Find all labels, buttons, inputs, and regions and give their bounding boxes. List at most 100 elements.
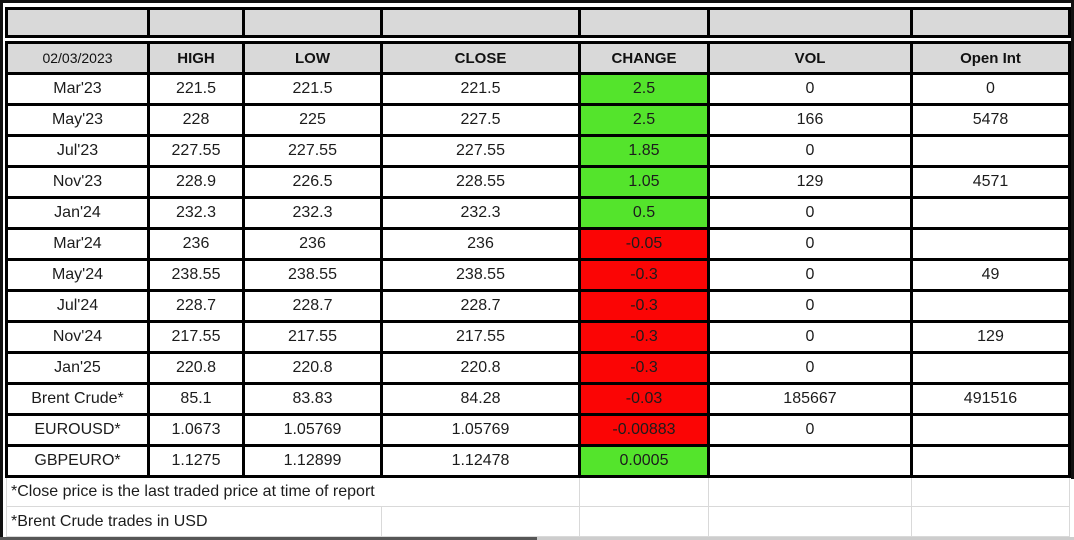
close-value: 238.55 [380, 258, 581, 292]
change-value: 2.5 [578, 103, 710, 137]
close-value: 228.7 [380, 289, 581, 323]
col-header-high: HIGH [147, 41, 245, 75]
high-value: 228.9 [147, 165, 245, 199]
image-frame-right [1071, 0, 1074, 479]
close-value: 232.3 [380, 196, 581, 230]
low-value: 236 [242, 227, 383, 261]
image-frame-left [0, 0, 3, 537]
low-value: 1.12899 [242, 444, 383, 478]
vol-value: 0 [707, 289, 913, 323]
futures-data-row: Jul'24 228.7 228.7 228.7 -0.3 0 [5, 289, 1071, 323]
high-value: 1.1275 [147, 444, 245, 478]
openint-value: 4571 [910, 165, 1071, 199]
contract-label: May'24 [5, 258, 150, 292]
change-value: -0.3 [578, 351, 710, 385]
empty-grid-cell [911, 476, 1070, 507]
openint-value: 49 [910, 258, 1071, 292]
contract-label: GBPEURO* [5, 444, 150, 478]
contract-label: Nov'24 [5, 320, 150, 354]
futures-data-row: May'24 238.55 238.55 238.55 -0.3 0 49 [5, 258, 1071, 292]
close-value: 220.8 [380, 351, 581, 385]
close-value: 217.55 [380, 320, 581, 354]
empty-cell [707, 7, 913, 38]
contract-label: Mar'24 [5, 227, 150, 261]
low-value: 1.05769 [242, 413, 383, 447]
vol-value: 0 [707, 227, 913, 261]
low-value: 225 [242, 103, 383, 137]
futures-data-row: Brent Crude* 85.1 83.83 84.28 -0.03 1856… [5, 382, 1071, 416]
high-value: 1.0673 [147, 413, 245, 447]
vol-value: 0 [707, 413, 913, 447]
empty-cell [578, 7, 710, 38]
close-value: 227.5 [380, 103, 581, 137]
futures-table-body: Mar'23 221.5 221.5 221.5 2.5 0 0 May'23 … [5, 72, 1071, 478]
openint-value: 129 [910, 320, 1071, 354]
contract-label: Nov'23 [5, 165, 150, 199]
high-value: 228.7 [147, 289, 245, 323]
vol-value: 0 [707, 320, 913, 354]
high-value: 220.8 [147, 351, 245, 385]
high-value: 227.55 [147, 134, 245, 168]
image-frame-top [0, 0, 1074, 3]
empty-grid-cell [579, 506, 709, 537]
close-value: 227.55 [380, 134, 581, 168]
contract-label: May'23 [5, 103, 150, 137]
report-date: 02/03/2023 [5, 41, 150, 75]
high-value: 238.55 [147, 258, 245, 292]
close-value: 1.12478 [380, 444, 581, 478]
high-value: 217.55 [147, 320, 245, 354]
empty-grid-cell [708, 506, 912, 537]
empty-grid-cell [708, 476, 912, 507]
change-value: -0.03 [578, 382, 710, 416]
futures-data-row: EUROUSD* 1.0673 1.05769 1.05769 -0.00883… [5, 413, 1071, 447]
contract-label: Mar'23 [5, 72, 150, 106]
openint-value [910, 444, 1071, 478]
high-value: 85.1 [147, 382, 245, 416]
futures-data-row: Mar'23 221.5 221.5 221.5 2.5 0 0 [5, 72, 1071, 106]
vol-value: 0 [707, 351, 913, 385]
low-value: 217.55 [242, 320, 383, 354]
empty-grid-cell [381, 506, 580, 537]
vol-value: 0 [707, 72, 913, 106]
close-value: 221.5 [380, 72, 581, 106]
contract-label: Jul'24 [5, 289, 150, 323]
footnote-row-brent-usd: *Brent Crude trades in USD [6, 506, 1070, 537]
low-value: 83.83 [242, 382, 383, 416]
vol-value: 0 [707, 134, 913, 168]
change-value: 0.0005 [578, 444, 710, 478]
openint-value [910, 227, 1071, 261]
high-value: 236 [147, 227, 245, 261]
low-value: 227.55 [242, 134, 383, 168]
close-value: 84.28 [380, 382, 581, 416]
change-value: 1.85 [578, 134, 710, 168]
openint-value [910, 413, 1071, 447]
image-frame-bottom [0, 537, 1074, 540]
change-value: -0.3 [578, 289, 710, 323]
futures-data-row: Nov'23 228.9 226.5 228.55 1.05 129 4571 [5, 165, 1071, 199]
vol-value: 0 [707, 196, 913, 230]
openint-value: 0 [910, 72, 1071, 106]
contract-label: Brent Crude* [5, 382, 150, 416]
empty-cell [5, 7, 150, 38]
vol-value: 166 [707, 103, 913, 137]
futures-data-row: Mar'24 236 236 236 -0.05 0 [5, 227, 1071, 261]
close-value: 228.55 [380, 165, 581, 199]
futures-data-row: Nov'24 217.55 217.55 217.55 -0.3 0 129 [5, 320, 1071, 354]
empty-top-row [5, 7, 1071, 38]
col-header-openint: Open Int [910, 41, 1071, 75]
futures-data-row: Jan'24 232.3 232.3 232.3 0.5 0 [5, 196, 1071, 230]
futures-data-row: May'23 228 225 227.5 2.5 166 5478 [5, 103, 1071, 137]
empty-cell [147, 7, 245, 38]
footnote-row-close-price: *Close price is the last traded price at… [6, 476, 1070, 507]
contract-label: Jan'25 [5, 351, 150, 385]
empty-grid-cell [579, 476, 709, 507]
change-value: 1.05 [578, 165, 710, 199]
low-value: 226.5 [242, 165, 383, 199]
vol-value: 185667 [707, 382, 913, 416]
high-value: 221.5 [147, 72, 245, 106]
contract-label: Jan'24 [5, 196, 150, 230]
col-header-low: LOW [242, 41, 383, 75]
contract-label: Jul'23 [5, 134, 150, 168]
low-value: 228.7 [242, 289, 383, 323]
